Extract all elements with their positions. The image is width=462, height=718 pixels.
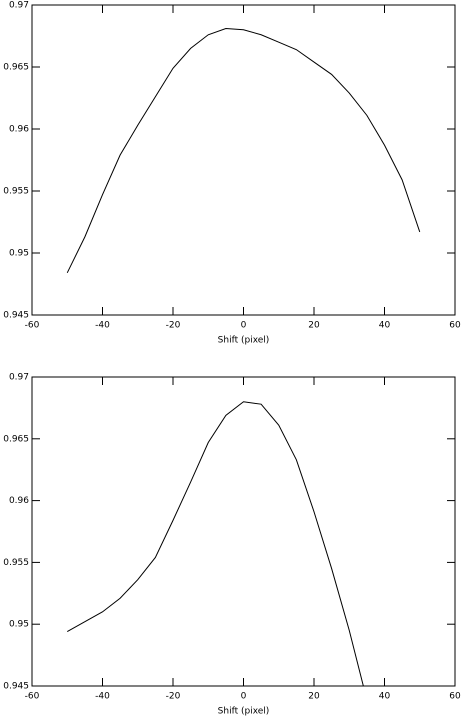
x-tick-label: 40: [379, 321, 391, 331]
y-tick-label: 0.955: [3, 187, 29, 197]
x-tick-label: -40: [95, 692, 110, 702]
x-tick-label: 20: [308, 692, 320, 702]
y-tick-label: 0.95: [9, 249, 29, 259]
x-tick-label: 0: [241, 321, 247, 331]
x-tick-label: -60: [25, 321, 40, 331]
x-tick-label: 60: [449, 321, 461, 331]
x-tick-label: -60: [25, 692, 40, 702]
plot-frame: [31, 376, 456, 687]
data-line: [66, 28, 421, 274]
y-tick-label: 0.945: [3, 311, 29, 321]
x-tick-label: -40: [95, 321, 110, 331]
y-tick-label: 0.965: [3, 63, 29, 73]
y-tick-label: 0.96: [9, 496, 29, 506]
x-tick-label: 60: [449, 692, 461, 702]
y-tick-label: 0.96: [9, 125, 29, 135]
y-tick-label: 0.95: [9, 620, 29, 630]
data-line: [67, 401, 364, 687]
y-tick-label: 0.945: [3, 682, 29, 692]
y-tick-label: 0.97: [9, 373, 29, 383]
y-tick-label: 0.955: [3, 558, 29, 568]
x-tick-label: -20: [166, 321, 181, 331]
x-tick-label: 0: [241, 692, 247, 702]
x-axis-label: Shift (pixel): [218, 336, 270, 346]
x-tick-label: 20: [308, 321, 320, 331]
x-tick-label: -20: [166, 692, 181, 702]
y-tick-label: 0.97: [9, 1, 29, 11]
y-tick-label: 0.965: [3, 434, 29, 444]
x-tick-label: 40: [379, 692, 391, 702]
x-axis-label: Shift (pixel): [218, 707, 270, 717]
